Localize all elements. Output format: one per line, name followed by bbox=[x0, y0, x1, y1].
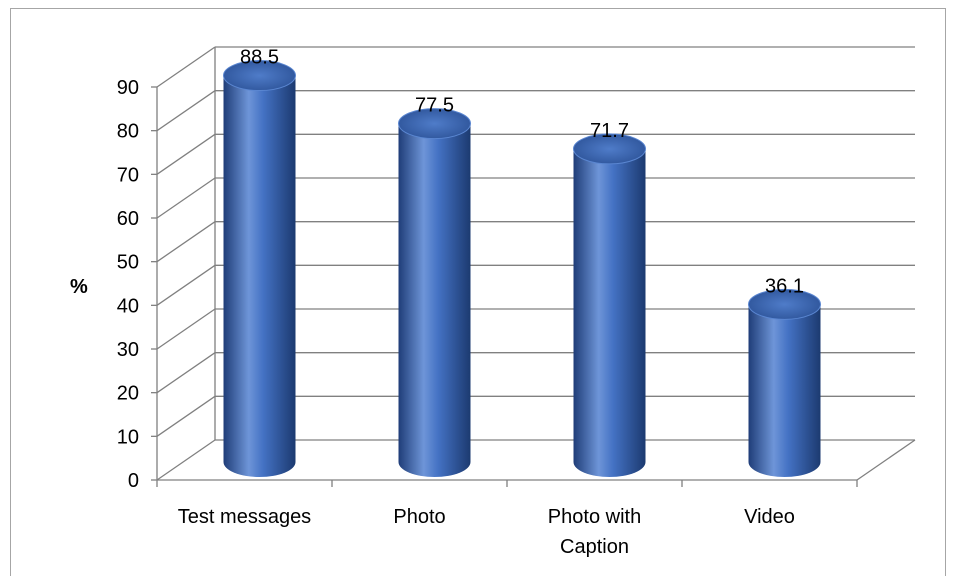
gridline-side-20 bbox=[156, 352, 216, 394]
bars bbox=[223, 60, 821, 478]
bar-body bbox=[748, 304, 821, 478]
gridline-side-60 bbox=[156, 177, 216, 219]
gridline-side-10 bbox=[156, 395, 216, 437]
y-tick-label: 60 bbox=[117, 208, 139, 230]
data-label: 36.1 bbox=[765, 275, 804, 297]
gridline-side-50 bbox=[156, 221, 216, 263]
bar-4 bbox=[748, 288, 821, 478]
x-tick-label: Caption bbox=[560, 536, 629, 558]
bar-top bbox=[748, 288, 821, 320]
bar-top bbox=[223, 60, 296, 92]
gridline-side-30 bbox=[156, 308, 216, 350]
data-label: 88.5 bbox=[240, 47, 279, 69]
y-tick-label: 10 bbox=[117, 426, 139, 448]
bar-body bbox=[573, 148, 646, 478]
gridline-side-80 bbox=[156, 90, 216, 132]
x-tick-label: Video bbox=[744, 506, 795, 528]
y-tick-label: 40 bbox=[117, 295, 139, 317]
x-tick-label: Photo bbox=[393, 506, 445, 528]
y-tick-label: 20 bbox=[117, 383, 139, 405]
y-tick-label: 50 bbox=[117, 252, 139, 274]
x-tick-label: Test messages bbox=[178, 506, 311, 528]
bar-body bbox=[223, 75, 296, 477]
bar-3 bbox=[573, 133, 646, 478]
bar-top bbox=[573, 133, 646, 165]
y-axis-label: % bbox=[70, 276, 88, 298]
y-tick-label: 70 bbox=[117, 164, 139, 186]
y-tick-label: 30 bbox=[117, 339, 139, 361]
gridline-side-90 bbox=[156, 46, 216, 88]
bar-1 bbox=[223, 60, 296, 477]
axes bbox=[151, 86, 916, 487]
bar-2 bbox=[398, 108, 471, 478]
gridlines bbox=[156, 46, 915, 481]
y-tick-label: 80 bbox=[117, 121, 139, 143]
bar-body bbox=[398, 123, 471, 478]
y-tick-label: 0 bbox=[128, 470, 139, 492]
floor-right-edge bbox=[856, 439, 916, 481]
data-label: 71.7 bbox=[590, 120, 629, 142]
x-tick-label: Photo with bbox=[548, 506, 641, 528]
data-label: 77.5 bbox=[415, 95, 454, 117]
gridline-side-40 bbox=[156, 264, 216, 306]
bar-top bbox=[398, 108, 471, 140]
gridline-side-0 bbox=[156, 439, 216, 481]
labels: 0 10 20 30 40 50 60 70 80 90 88.5 Test messages 77.5… bbox=[117, 47, 804, 558]
gridline-side-70 bbox=[156, 133, 216, 175]
y-tick-label: 90 bbox=[117, 77, 139, 99]
